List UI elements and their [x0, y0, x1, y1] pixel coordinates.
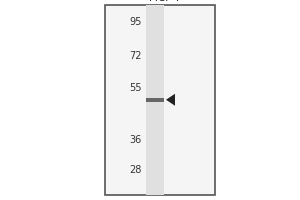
Text: MCF-7: MCF-7	[149, 0, 181, 3]
Bar	[146, 98, 164, 102]
Text: 55: 55	[130, 83, 142, 93]
Bar	[105, 5, 215, 195]
Text: 95: 95	[130, 17, 142, 27]
Bar	[146, 5, 164, 195]
Text: 28: 28	[130, 165, 142, 175]
Polygon shape	[166, 94, 175, 106]
Text: 72: 72	[130, 51, 142, 61]
Text: 36: 36	[130, 135, 142, 145]
